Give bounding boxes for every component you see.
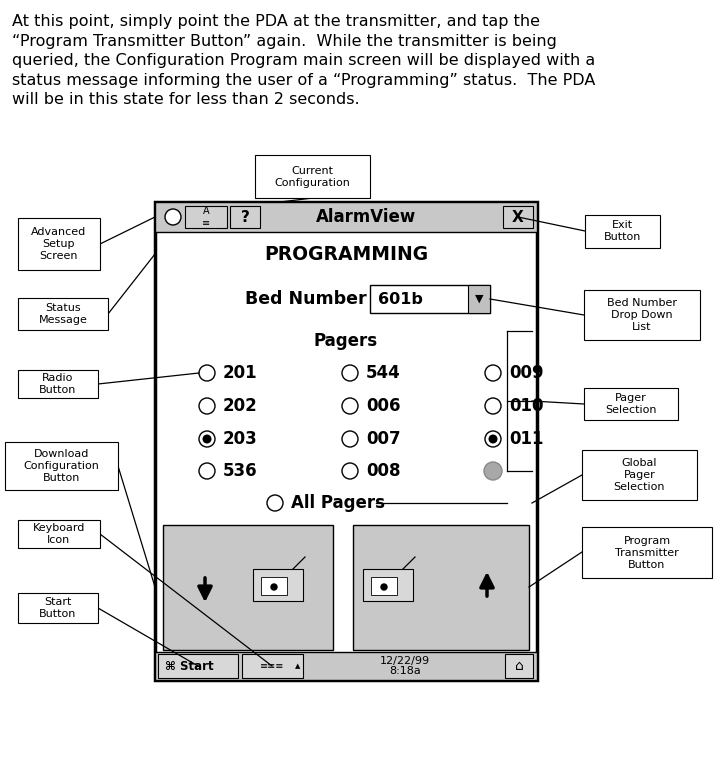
Text: ▲: ▲: [295, 663, 301, 669]
Bar: [582, 527, 712, 578]
Circle shape: [202, 434, 212, 443]
Text: Radio
Button: Radio Button: [39, 373, 77, 395]
Bar: [255, 155, 370, 198]
Bar: [353, 525, 529, 650]
Bar: [370, 285, 490, 313]
Circle shape: [381, 584, 387, 590]
Text: X: X: [512, 209, 524, 225]
Bar: [18, 298, 108, 330]
Text: ?: ?: [241, 209, 249, 225]
Bar: [155, 652, 537, 680]
Bar: [582, 450, 697, 500]
Text: At this point, simply point the PDA at the transmitter, and tap the
“Program Tra: At this point, simply point the PDA at t…: [12, 14, 595, 107]
Circle shape: [199, 463, 215, 479]
Bar: [18, 593, 98, 623]
Circle shape: [484, 462, 502, 480]
Bar: [584, 290, 700, 340]
Circle shape: [199, 398, 215, 414]
Bar: [503, 206, 533, 228]
Text: Current
Configuration: Current Configuration: [275, 166, 350, 187]
Bar: [584, 388, 678, 420]
Text: Start
Button: Start Button: [39, 597, 77, 619]
Text: 544: 544: [366, 364, 401, 382]
Bar: [585, 215, 660, 248]
Circle shape: [342, 463, 358, 479]
Text: Pagers: Pagers: [314, 332, 378, 350]
Bar: [163, 525, 333, 650]
Text: Download
Configuration
Button: Download Configuration Button: [23, 449, 99, 483]
Bar: [18, 370, 98, 398]
Text: 006: 006: [366, 397, 400, 415]
Text: All Pagers: All Pagers: [291, 494, 385, 512]
Bar: [363, 569, 413, 601]
Circle shape: [165, 209, 181, 225]
Text: 203: 203: [223, 430, 258, 448]
Circle shape: [342, 365, 358, 381]
Text: 011: 011: [509, 430, 544, 448]
Text: Exit
Button: Exit Button: [604, 220, 641, 242]
Text: 201: 201: [223, 364, 257, 382]
Bar: [155, 202, 537, 232]
Bar: [18, 218, 100, 270]
Text: 12/22/99
8:18a: 12/22/99 8:18a: [380, 656, 430, 676]
Text: 202: 202: [223, 397, 258, 415]
Text: ▼: ▼: [475, 294, 484, 304]
Bar: [5, 442, 118, 490]
Text: Program
Transmitter
Button: Program Transmitter Button: [615, 535, 679, 570]
Text: 009: 009: [509, 364, 544, 382]
Bar: [230, 206, 260, 228]
Bar: [261, 577, 287, 595]
Bar: [18, 520, 100, 548]
Bar: [158, 654, 238, 678]
Text: Keyboard
Icon: Keyboard Icon: [33, 523, 86, 545]
Text: A
≡: A ≡: [202, 206, 210, 229]
Text: AlarmView: AlarmView: [316, 208, 416, 226]
Circle shape: [485, 431, 501, 447]
Circle shape: [489, 434, 497, 443]
Bar: [242, 654, 303, 678]
Bar: [468, 285, 490, 313]
Text: 008: 008: [366, 462, 400, 480]
Text: Bed Number: Bed Number: [245, 290, 367, 308]
Circle shape: [199, 431, 215, 447]
Bar: [253, 569, 303, 601]
Text: Advanced
Setup
Screen: Advanced Setup Screen: [31, 227, 86, 261]
Text: 010: 010: [509, 397, 544, 415]
Bar: [505, 654, 533, 678]
Circle shape: [485, 398, 501, 414]
Bar: [371, 577, 397, 595]
Circle shape: [271, 584, 277, 590]
Text: 601b: 601b: [378, 291, 423, 307]
Text: PROGRAMMING: PROGRAMMING: [264, 245, 428, 264]
Text: Global
Pager
Selection: Global Pager Selection: [614, 458, 666, 492]
Text: 536: 536: [223, 462, 257, 480]
Text: Pager
Selection: Pager Selection: [605, 393, 657, 415]
Circle shape: [267, 495, 283, 511]
Bar: [155, 202, 537, 680]
Text: Bed Number
Drop Down
List: Bed Number Drop Down List: [607, 298, 677, 332]
Circle shape: [485, 365, 501, 381]
Bar: [185, 206, 227, 228]
Text: ≡≡≡: ≡≡≡: [260, 661, 284, 671]
Circle shape: [342, 398, 358, 414]
Text: ⌘ Start: ⌘ Start: [165, 660, 214, 673]
Text: 007: 007: [366, 430, 401, 448]
Text: ⌂: ⌂: [515, 659, 523, 673]
Text: Status
Message: Status Message: [38, 303, 88, 325]
Circle shape: [199, 365, 215, 381]
Circle shape: [342, 431, 358, 447]
